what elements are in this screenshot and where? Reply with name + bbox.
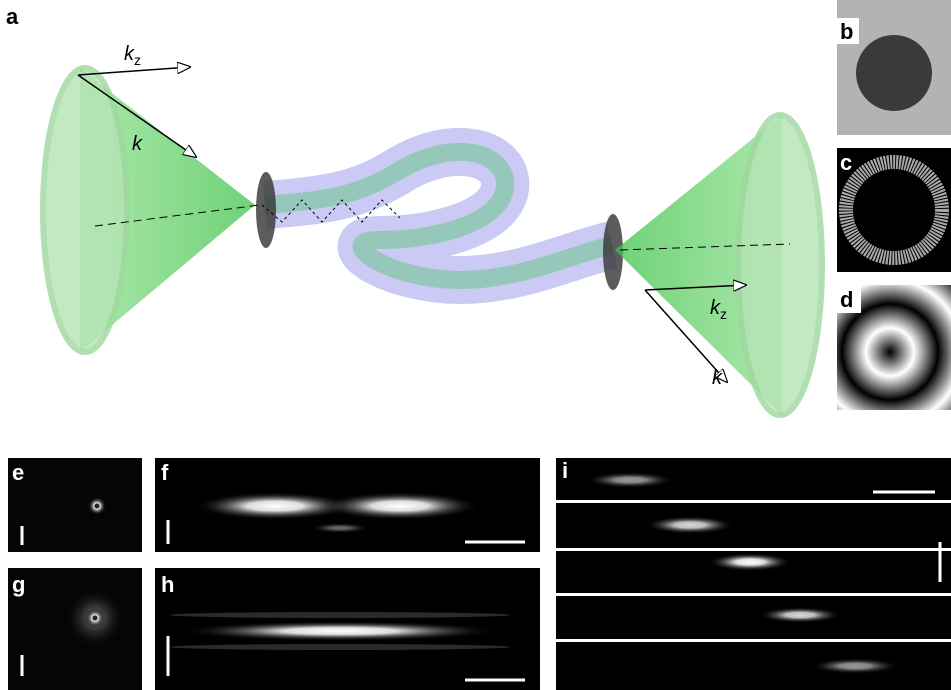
panel-label: e <box>12 460 24 485</box>
fringe <box>170 612 510 618</box>
panel-label: g <box>12 572 25 597</box>
spot-core <box>95 504 100 509</box>
spot-core <box>93 616 98 621</box>
spot <box>708 553 792 571</box>
panel-label: h <box>161 572 174 597</box>
annotation-text: k <box>712 367 723 389</box>
figure: kz k kz k a b c d e f <box>0 0 951 690</box>
strip <box>556 503 951 548</box>
panel-label: i <box>562 458 568 483</box>
annotation: k <box>132 133 143 155</box>
tube-end <box>256 172 276 248</box>
annotation-sub: z <box>720 306 727 322</box>
annotation-text: k <box>132 133 143 155</box>
spot <box>645 516 735 534</box>
panel-label: a <box>6 4 19 29</box>
panel-i: i <box>556 458 951 690</box>
panel-label: f <box>161 460 169 485</box>
panel-bg <box>8 458 142 552</box>
spot <box>810 658 900 674</box>
panel-g: g <box>8 568 142 690</box>
panel-label: c <box>840 150 852 175</box>
panel-label: d <box>840 287 853 312</box>
spot <box>180 621 500 641</box>
panel-f: f <box>155 458 540 552</box>
panel-e: e <box>8 458 142 552</box>
annotation: k <box>712 367 723 389</box>
panel-b: b <box>837 0 951 135</box>
cone-left-base <box>43 68 127 352</box>
panel-h: h <box>155 568 540 690</box>
annotation-sub: z <box>134 52 141 68</box>
strip <box>556 596 951 639</box>
panel-a: kz k kz k a <box>6 4 822 415</box>
annotation: kz <box>124 43 141 68</box>
cone-right-base <box>738 115 822 415</box>
disk <box>856 35 932 111</box>
spot <box>310 523 370 533</box>
spot <box>585 472 675 488</box>
panel-c: c <box>837 148 951 272</box>
panel-label: b <box>840 19 853 44</box>
spot <box>320 492 480 520</box>
spot <box>758 607 842 623</box>
panel-d: d <box>837 285 951 410</box>
fringe <box>170 644 510 650</box>
